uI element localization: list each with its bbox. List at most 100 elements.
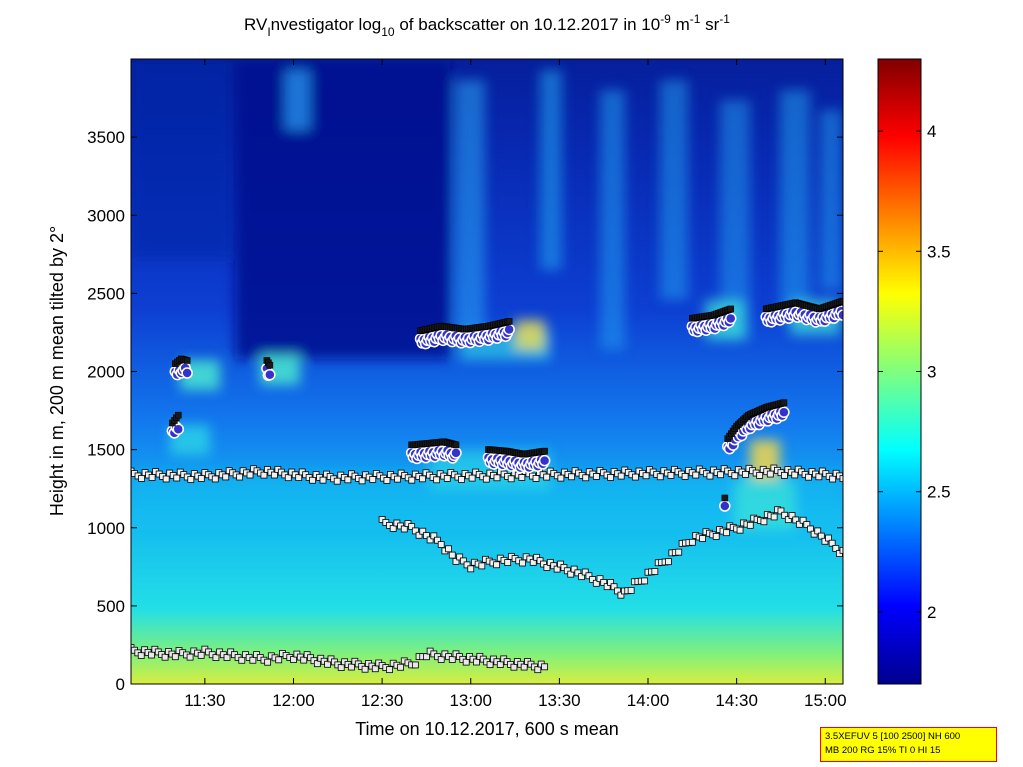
boundary-layer-marker (825, 534, 832, 542)
cloud-base-marker (778, 406, 790, 418)
aerosol-layer-marker (433, 476, 441, 484)
x-axis-label: Time on 10.12.2017, 600 s mean (355, 719, 619, 739)
colorbar-tick-label: 2.5 (927, 483, 951, 502)
aerosol-layer-marker (632, 473, 639, 481)
colorbar-tick-label: 3.5 (927, 242, 951, 261)
aerosol-layer-marker (805, 473, 812, 481)
surface-layer-marker (520, 663, 528, 671)
aerosol-layer-marker (148, 474, 156, 481)
boundary-layer-marker (459, 557, 467, 565)
boundary-layer-marker (434, 536, 441, 544)
aerosol-layer-marker (717, 471, 725, 479)
aerosol-layer-marker (333, 477, 341, 485)
aerosol-layer-marker (667, 472, 675, 479)
cloud-base-marker (538, 454, 551, 467)
cloud-top-marker (183, 357, 191, 364)
boundary-layer-marker (796, 520, 803, 528)
aerosol-layer-marker (706, 472, 714, 480)
boundary-layer-marker (839, 546, 843, 554)
boundary-layer-marker (614, 587, 621, 595)
surface-layer-marker (238, 656, 246, 664)
cloud-base-marker (503, 323, 515, 336)
boundary-layer-marker (478, 562, 486, 570)
aerosol-layer-marker (419, 475, 426, 483)
boundary-layer-marker (543, 564, 551, 571)
aerosol-layer-marker (815, 473, 823, 481)
boundary-layer-marker (828, 539, 836, 547)
colorbar (877, 58, 922, 685)
aerosol-layer-marker (568, 473, 575, 481)
aerosol-layer-marker (582, 474, 590, 482)
surface-layer-marker (264, 658, 272, 666)
aerosol-layer-marker (692, 471, 700, 479)
surface-layer-marker (148, 651, 155, 659)
aerosol-layer-marker (211, 475, 219, 483)
cloud-base-marker (264, 368, 276, 381)
surface-layer-marker (249, 656, 257, 664)
boundary-layer-marker (389, 525, 397, 532)
surface-layer-marker (212, 654, 220, 661)
boundary-layer-marker (493, 561, 501, 569)
aerosol-layer-marker (543, 473, 551, 481)
boundary-layer-marker (699, 535, 706, 542)
boundary-layer-marker (415, 531, 423, 539)
boundary-layer-marker (426, 536, 434, 544)
surface-layer-marker (541, 663, 549, 671)
aerosol-layer-marker (443, 475, 451, 482)
detected-features (131, 297, 843, 674)
boundary-layer-marker (448, 551, 456, 559)
light-streak (600, 90, 625, 350)
surface-layer-marker (313, 660, 321, 668)
boundary-layer-marker (610, 583, 618, 591)
surface-layer-marker (171, 653, 179, 661)
light-streak (820, 110, 842, 290)
aerosol-layer-marker (781, 471, 788, 479)
boundary-layer-marker (607, 579, 614, 586)
aerosol-layer-marker (468, 474, 476, 482)
boundary-layer-marker (423, 532, 430, 539)
aerosol-layer-marker (532, 475, 540, 482)
aerosol-layer-marker (756, 471, 764, 479)
x-axis: 11:30 12:00 12:30 13:00 13:30 14:00 14:30 15:00 (184, 59, 847, 710)
aerosol-layer-marker (493, 474, 501, 482)
cloud-base-marker (450, 447, 462, 459)
surface-layer-marker (161, 653, 169, 661)
y-tick-label: 3000 (87, 206, 125, 225)
aerosol-layer-marker (246, 471, 254, 479)
y-tick-label: 1000 (87, 519, 125, 538)
aerosol-layer-marker (742, 470, 749, 478)
cloud-base-marker (172, 423, 185, 435)
surface-layer-marker (534, 666, 542, 674)
aerosol-layer-marker (344, 476, 352, 484)
aerosol-layer-marker (607, 474, 614, 481)
title-exp3: -1 (719, 12, 730, 26)
yellow-patch (515, 320, 545, 350)
boundary-layer-marker (807, 525, 814, 533)
surface-layer-marker (361, 665, 369, 673)
light-streak (455, 80, 485, 330)
boundary-layer-marker (781, 511, 789, 519)
aerosol-layer-marker (681, 473, 689, 480)
cloud-top-marker (452, 441, 460, 449)
boundary-layer-marker (419, 527, 427, 535)
boundary-layer-marker (437, 541, 445, 548)
title-exp2: -1 (690, 12, 701, 26)
boundary-layer-marker (803, 521, 811, 528)
aerosol-layer-marker (458, 476, 465, 483)
aerosol-layer-marker (829, 475, 837, 483)
aerosol-layer-marker (642, 472, 650, 480)
aerosol-layer-marker (173, 474, 181, 482)
chart-title: RVInvestigator log10 of backscatter on 1… (244, 12, 730, 39)
surface-layer-marker (437, 656, 445, 663)
surface-layer-marker (337, 664, 345, 671)
surface-layer-marker (137, 652, 145, 659)
aerosol-layer-marker (791, 471, 799, 479)
surface-layer-marker (324, 660, 331, 668)
boundary-layer-marker (589, 576, 597, 583)
aerosol-layer-marker (309, 476, 317, 484)
boundary-layer-marker (400, 525, 408, 533)
cloud-base-marker (724, 312, 737, 325)
boundary-layer-marker (600, 579, 608, 586)
aerosol-layer-marker (518, 474, 526, 481)
